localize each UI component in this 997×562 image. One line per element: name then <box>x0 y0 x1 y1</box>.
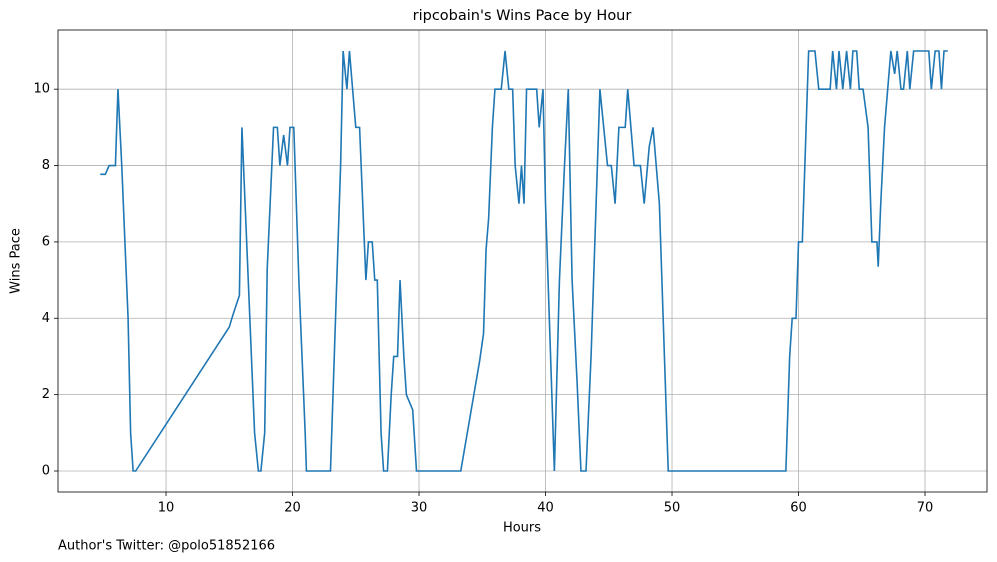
y-tick-label: 2 <box>42 387 50 402</box>
x-tick-label: 50 <box>664 501 681 516</box>
line <box>100 50 948 472</box>
y-axis-label: Wins Pace <box>9 228 24 294</box>
x-tick-label: 40 <box>537 501 554 516</box>
x-tick-label: 20 <box>284 501 301 516</box>
x-axis-label: Hours <box>503 521 541 536</box>
y-tick-label: 0 <box>42 464 50 479</box>
y-tick-label: 6 <box>42 234 50 249</box>
annotation: Author's Twitter: @polo51852166 <box>58 539 275 554</box>
y-tick-label: 10 <box>33 82 50 97</box>
plot-frame <box>57 29 988 493</box>
chart-title: ripcobain's Wins Pace by Hour <box>413 8 632 24</box>
x-tick-label: 30 <box>411 501 428 516</box>
x-tick-label: 70 <box>917 501 934 516</box>
x-tick-label: 10 <box>158 501 175 516</box>
y-tick-label: 8 <box>42 158 50 173</box>
y-tick-label: 4 <box>42 311 50 326</box>
x-tick-label: 60 <box>790 501 807 516</box>
